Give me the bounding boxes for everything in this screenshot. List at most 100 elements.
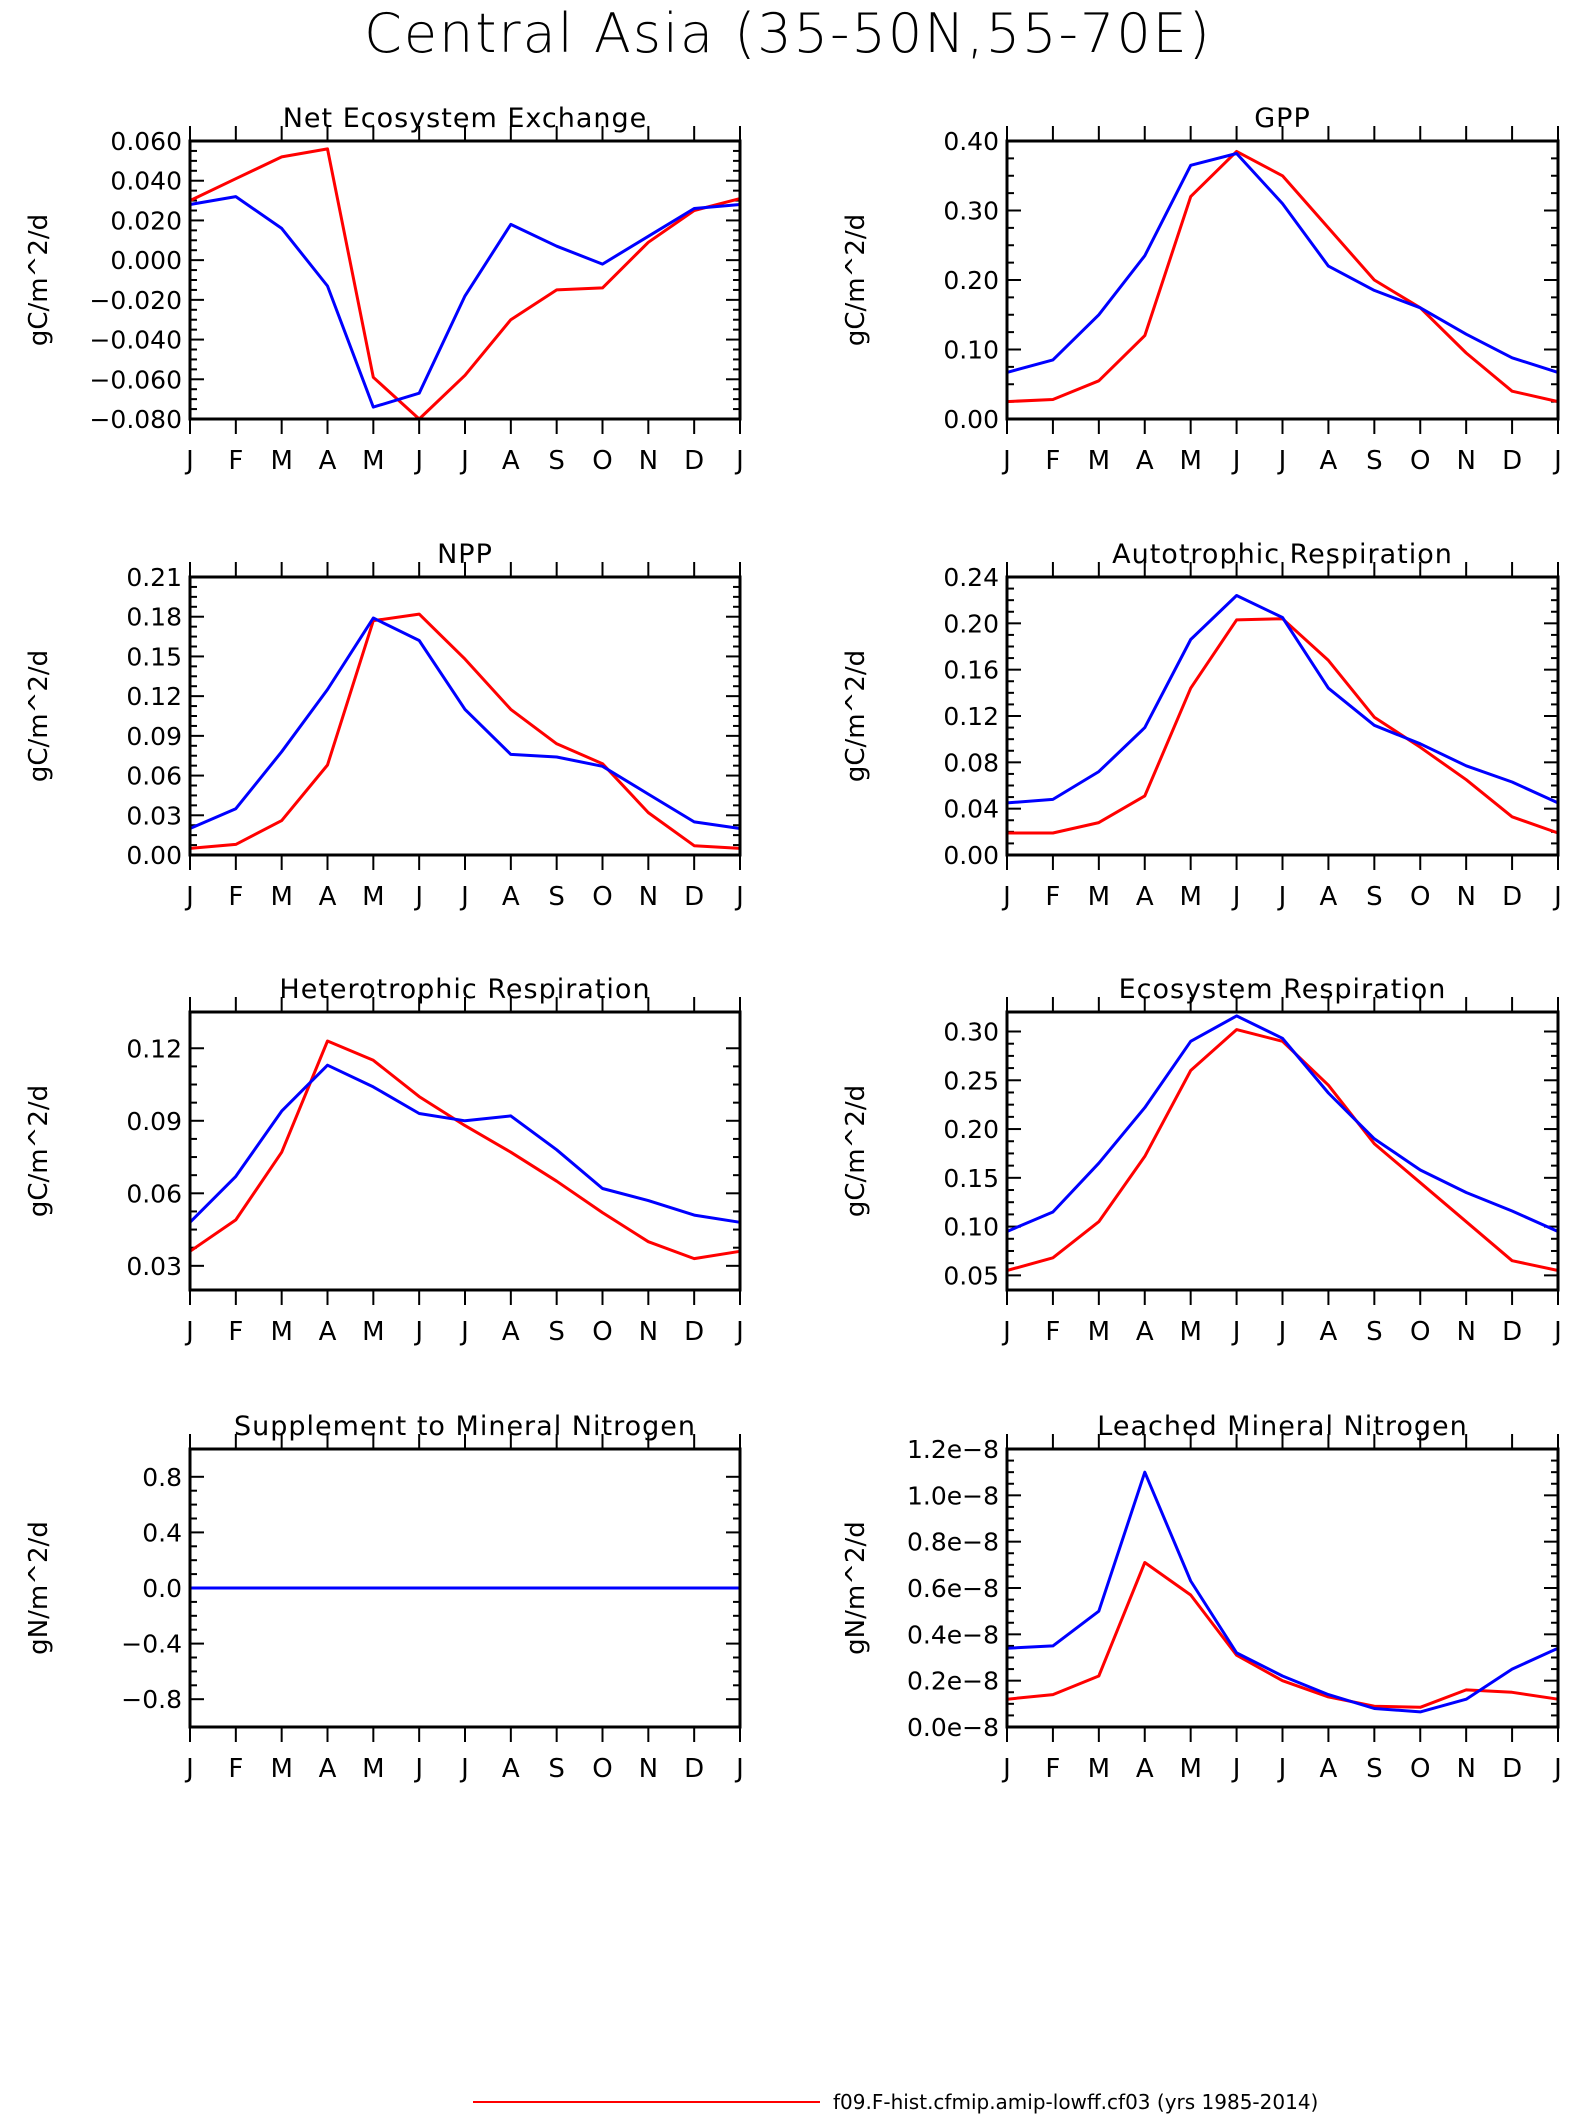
x-tick-label: J bbox=[459, 1754, 469, 1784]
x-tick-label: J bbox=[1277, 882, 1287, 912]
y-tick-label: 0.24 bbox=[943, 563, 999, 592]
series-line-blue bbox=[189, 616, 741, 830]
x-tick-label: D bbox=[1502, 446, 1522, 476]
x-tick-label: D bbox=[684, 446, 704, 476]
x-tick-label: J bbox=[184, 446, 194, 476]
x-tick-label: M bbox=[1179, 1317, 1201, 1347]
x-tick-label: F bbox=[228, 1754, 243, 1784]
plot-frame bbox=[188, 575, 742, 857]
x-tick-label: J bbox=[1231, 446, 1241, 476]
x-tick-label: N bbox=[1456, 1754, 1475, 1784]
x-tick-label: J bbox=[184, 1317, 194, 1347]
x-tick-label: J bbox=[1001, 446, 1011, 476]
y-tick-label: 0.8 bbox=[142, 1463, 182, 1492]
x-tick-label: A bbox=[1320, 1317, 1338, 1347]
x-tick-label: O bbox=[1410, 446, 1430, 476]
x-tick-label: N bbox=[1456, 1317, 1475, 1347]
x-tick-label: A bbox=[1320, 882, 1338, 912]
plot-frame bbox=[188, 1010, 742, 1292]
x-tick-label: A bbox=[502, 1754, 520, 1784]
x-tick-label: M bbox=[362, 1754, 384, 1784]
x-tick-label: J bbox=[413, 882, 423, 912]
x-tick-label: D bbox=[1502, 882, 1522, 912]
y-tick-label: 0.0 bbox=[142, 1574, 182, 1603]
x-tick-label: A bbox=[319, 1317, 337, 1347]
y-tick-label: 0.060 bbox=[110, 127, 182, 156]
series-line-blue bbox=[189, 195, 741, 409]
x-tick-label: A bbox=[319, 446, 337, 476]
x-tick-label: S bbox=[548, 446, 565, 476]
y-tick-label: −0.040 bbox=[89, 326, 182, 355]
x-tick-label: M bbox=[1088, 446, 1110, 476]
y-tick-label: 0.6e−8 bbox=[907, 1574, 999, 1603]
y-tick-label: 0.03 bbox=[126, 1252, 182, 1281]
y-tick-label: 0.09 bbox=[126, 722, 182, 751]
x-tick-label: D bbox=[684, 882, 704, 912]
y-tick-label: 0.12 bbox=[126, 682, 182, 711]
series-line-blue bbox=[1006, 152, 1559, 374]
y-tick-label: −0.8 bbox=[121, 1685, 182, 1714]
x-tick-label: M bbox=[1088, 1754, 1110, 1784]
x-tick-label: J bbox=[413, 1754, 423, 1784]
x-tick-label: A bbox=[1320, 1754, 1338, 1784]
y-tick-label: 0.40 bbox=[943, 127, 999, 156]
y-tick-label: 0.25 bbox=[943, 1066, 999, 1095]
legend: f09.F-hist.cfmip.amip-lowff.cf03 (yrs 19… bbox=[473, 2090, 1318, 2114]
y-tick-label: −0.060 bbox=[89, 365, 182, 394]
y-tick-label: 0.04 bbox=[943, 795, 999, 824]
y-axis-label: gC/m^2/d bbox=[841, 214, 871, 346]
x-tick-label: M bbox=[362, 882, 384, 912]
y-tick-label: 1.0e−8 bbox=[907, 1481, 999, 1510]
y-tick-label: −0.080 bbox=[89, 405, 182, 434]
x-tick-label: N bbox=[639, 1754, 658, 1784]
x-tick-label: J bbox=[413, 446, 423, 476]
x-tick-label: A bbox=[319, 882, 337, 912]
x-tick-label: M bbox=[1088, 1317, 1110, 1347]
y-tick-label: 0.4 bbox=[142, 1518, 182, 1547]
x-tick-label: J bbox=[1552, 1317, 1562, 1347]
x-tick-label: S bbox=[548, 882, 565, 912]
y-tick-label: 1.2e−8 bbox=[907, 1435, 999, 1464]
x-tick-label: M bbox=[270, 1317, 292, 1347]
plot-frame bbox=[188, 139, 742, 421]
x-tick-label: F bbox=[1045, 882, 1060, 912]
chart-panel: Ecosystem RespirationgC/m^2/d0.050.100.1… bbox=[841, 974, 1562, 1347]
plot-frame bbox=[1005, 139, 1560, 421]
y-tick-label: 0.30 bbox=[943, 197, 999, 226]
legend-label: f09.F-hist.cfmip.amip-lowff.cf03 (yrs 19… bbox=[833, 2090, 1318, 2114]
x-tick-label: J bbox=[1277, 446, 1287, 476]
x-tick-label: N bbox=[639, 446, 658, 476]
y-tick-label: 0.00 bbox=[943, 841, 999, 870]
x-tick-label: F bbox=[1045, 446, 1060, 476]
y-tick-label: 0.12 bbox=[943, 702, 999, 731]
y-tick-label: 0.0e−8 bbox=[907, 1713, 999, 1742]
x-tick-label: J bbox=[734, 882, 744, 912]
x-tick-label: O bbox=[592, 1754, 612, 1784]
y-tick-label: 0.00 bbox=[943, 405, 999, 434]
x-tick-label: J bbox=[1277, 1754, 1287, 1784]
x-tick-label: M bbox=[270, 1754, 292, 1784]
x-tick-label: M bbox=[270, 882, 292, 912]
y-tick-label: −0.4 bbox=[121, 1630, 182, 1659]
x-tick-label: J bbox=[184, 882, 194, 912]
series-line-blue bbox=[1006, 1470, 1559, 1714]
x-tick-label: F bbox=[228, 1317, 243, 1347]
x-tick-label: N bbox=[1456, 882, 1475, 912]
chart-panel: Supplement to Mineral NitrogengN/m^2/d−0… bbox=[24, 1411, 744, 1784]
x-tick-label: D bbox=[684, 1754, 704, 1784]
series-line-red bbox=[189, 147, 741, 421]
series-line-red bbox=[1006, 1561, 1559, 1709]
x-tick-label: A bbox=[1136, 1754, 1154, 1784]
x-tick-label: A bbox=[1136, 446, 1154, 476]
x-tick-label: O bbox=[1410, 1317, 1430, 1347]
page-title: Central Asia (35-50N,55-70E) bbox=[364, 2, 1212, 65]
y-tick-label: 0.06 bbox=[126, 762, 182, 791]
x-tick-label: N bbox=[639, 1317, 658, 1347]
y-tick-label: 0.10 bbox=[943, 336, 999, 365]
x-tick-label: J bbox=[1231, 1317, 1241, 1347]
x-tick-label: J bbox=[1001, 1754, 1011, 1784]
y-tick-label: 0.15 bbox=[126, 642, 182, 671]
x-tick-label: S bbox=[1366, 882, 1383, 912]
x-tick-label: J bbox=[1231, 882, 1241, 912]
y-tick-label: 0.20 bbox=[943, 266, 999, 295]
